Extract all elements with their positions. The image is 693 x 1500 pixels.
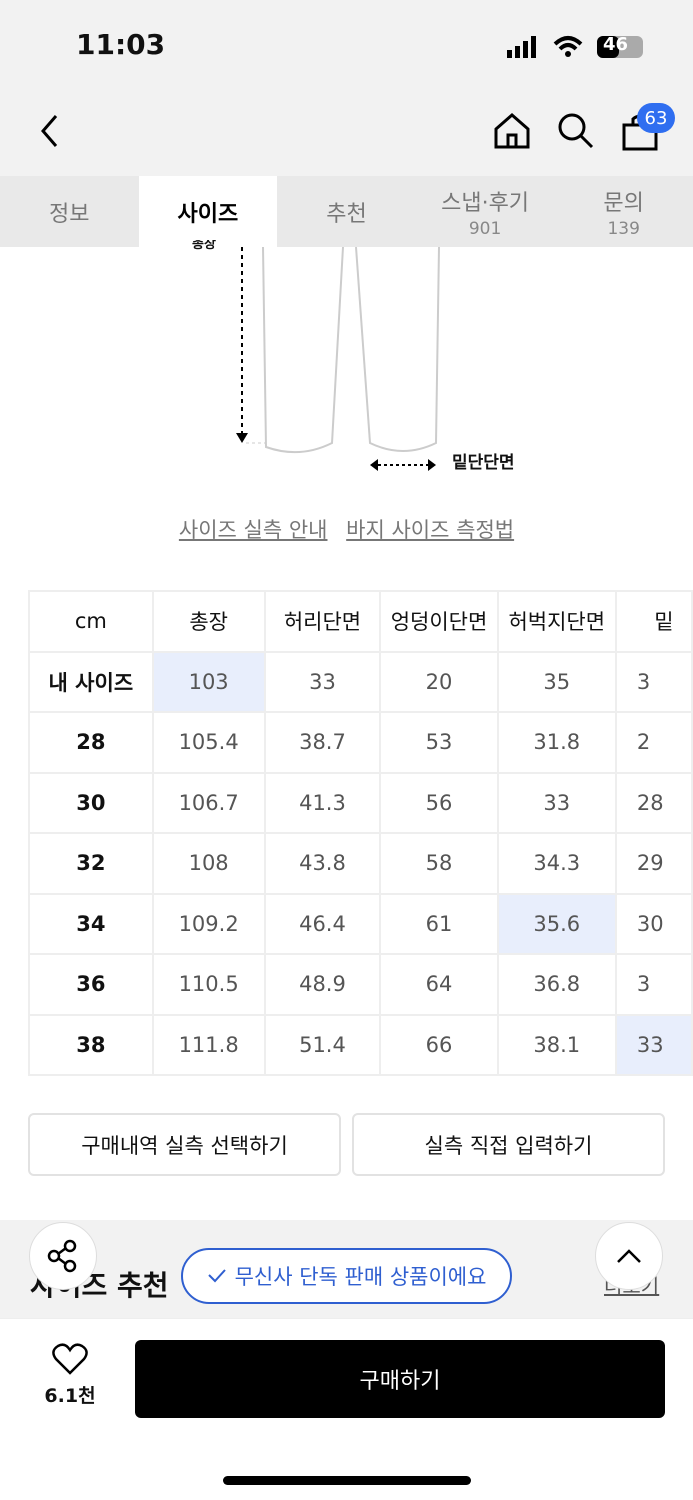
tab-label: 문의: [603, 190, 644, 216]
pants-size-diagram: [236, 247, 440, 471]
table-cell: 56: [379, 771, 499, 834]
table-cell: 103: [151, 650, 266, 713]
column-header: 밑: [614, 590, 693, 653]
table-cell: 48.9: [263, 953, 382, 1016]
share-icon: [47, 1239, 77, 1273]
exclusive-badge-text: 무신사 단독 판매 상품이에요: [234, 1265, 487, 1289]
table-cell: 34.3: [496, 832, 617, 895]
table-cell: 46.4: [263, 892, 382, 955]
table-cell: 29: [614, 832, 693, 895]
battery-level: 46: [603, 34, 629, 55]
tab-reviews[interactable]: 스냅·후기 901: [416, 176, 555, 247]
table-row: 32 108 43.8 58 34.3 29: [28, 832, 693, 895]
tab-recommend[interactable]: 추천: [277, 176, 416, 247]
column-header: 엉덩이단면: [379, 590, 499, 653]
table-cell: 3: [614, 650, 693, 713]
tab-count: 139: [607, 218, 640, 239]
tab-size[interactable]: 사이즈: [138, 176, 278, 247]
tab-label: 정보: [49, 201, 90, 227]
chevron-left-icon[interactable]: [38, 113, 62, 149]
table-cell: 105.4: [151, 711, 266, 774]
column-header: 허벅지단면: [496, 590, 617, 653]
table-cell: 43.8: [263, 832, 382, 895]
table-cell: 61: [379, 892, 499, 955]
tab-label: 스냅·후기: [441, 190, 530, 216]
column-header: 총장: [151, 590, 266, 653]
tab-qna[interactable]: 문의 139: [554, 176, 693, 247]
table-cell: 20: [379, 650, 499, 713]
table-cell: 109.2: [151, 892, 266, 955]
table-cell: 31.8: [496, 711, 617, 774]
table-cell: 106.7: [151, 771, 266, 834]
status-icons: [507, 36, 643, 58]
table-cell: 33: [614, 1013, 693, 1076]
row-header: 32: [28, 832, 154, 895]
home-indicator: [223, 1476, 471, 1485]
home-icon[interactable]: [492, 111, 532, 151]
row-header: 34: [28, 892, 154, 955]
size-table: cm 총장 허리단면 엉덩이단면 허벅지단면 밑 내 사이즈 103 33 20 35 3 28 105.…: [28, 590, 693, 1076]
table-cell: 36.8: [496, 953, 617, 1016]
exclusive-badge: 무신사 단독 판매 상품이에요: [181, 1248, 512, 1304]
length-label: 총장: [192, 240, 216, 252]
table-cell: 38.1: [496, 1013, 617, 1076]
share-button[interactable]: [29, 1222, 97, 1290]
row-header: 38: [28, 1013, 154, 1076]
check-icon: [207, 1269, 226, 1283]
table-row: 34 109.2 46.4 61 35.6 30: [28, 892, 693, 955]
search-icon[interactable]: [556, 111, 596, 151]
table-cell: 51.4: [263, 1013, 382, 1076]
size-guide-link[interactable]: 사이즈 실측 안내: [178, 518, 328, 542]
table-row: 30 106.7 41.3 56 33 28: [28, 771, 693, 834]
manual-input-button[interactable]: 실측 직접 입력하기: [352, 1113, 665, 1176]
table-cell: 58: [379, 832, 499, 895]
table-cell: 111.8: [151, 1013, 266, 1076]
hem-label: 밑단단면: [452, 453, 515, 473]
table-cell: 35.6: [496, 892, 617, 955]
table-cell: 33: [263, 650, 382, 713]
tab-bar: 정보 사이즈 추천 스냅·후기 901 문의 139: [0, 176, 693, 247]
table-cell: 2: [614, 711, 693, 774]
select-purchase-history-button[interactable]: 구매내역 실측 선택하기: [28, 1113, 341, 1176]
row-header: 36: [28, 953, 154, 1016]
table-cell: 33: [496, 771, 617, 834]
table-cell: 64: [379, 953, 499, 1016]
like-button[interactable]: 6.1천: [40, 1343, 100, 1408]
table-cell: 28: [614, 771, 693, 834]
table-cell: 3: [614, 953, 693, 1016]
size-links: 사이즈 실측 안내 바지 사이즈 측정법: [0, 514, 693, 544]
table-cell: 35: [496, 650, 617, 713]
tab-label: 추천: [326, 201, 367, 227]
table-cell: 66: [379, 1013, 499, 1076]
table-cell: 53: [379, 711, 499, 774]
row-header: 30: [28, 771, 154, 834]
scroll-top-button[interactable]: [595, 1222, 663, 1290]
tab-info[interactable]: 정보: [0, 176, 139, 247]
row-header: 내 사이즈: [28, 650, 154, 713]
table-row: 28 105.4 38.7 53 31.8 2: [28, 711, 693, 774]
measure-guide-link[interactable]: 바지 사이즈 측정법: [346, 518, 515, 542]
top-nav: 63: [0, 95, 693, 176]
chevron-up-icon: [617, 1249, 641, 1263]
table-cell: 38.7: [263, 711, 382, 774]
table-cell: 30: [614, 892, 693, 955]
table-cell: 41.3: [263, 771, 382, 834]
cart-count-badge: 63: [637, 103, 675, 133]
tab-count: 901: [468, 218, 502, 239]
column-header: cm: [28, 590, 154, 653]
table-row: 38 111.8 51.4 66 38.1 33: [28, 1013, 693, 1076]
table-cell: 108: [151, 832, 266, 895]
table-row: 36 110.5 48.9 64 36.8 3: [28, 953, 693, 1016]
status-time: 11:03: [76, 28, 166, 61]
tab-label: 사이즈: [177, 201, 239, 227]
table-header-row: cm 총장 허리단면 엉덩이단면 허벅지단면 밑: [28, 590, 693, 653]
table-cell: 110.5: [151, 953, 266, 1016]
row-header: 28: [28, 711, 154, 774]
column-header: 허리단면: [263, 590, 382, 653]
status-bar: 11:03 46: [0, 0, 693, 95]
like-count: 6.1천: [44, 1385, 96, 1407]
buy-button[interactable]: 구매하기: [135, 1340, 665, 1418]
table-row: 내 사이즈 103 33 20 35 3: [28, 650, 693, 713]
heart-icon: [52, 1343, 88, 1375]
